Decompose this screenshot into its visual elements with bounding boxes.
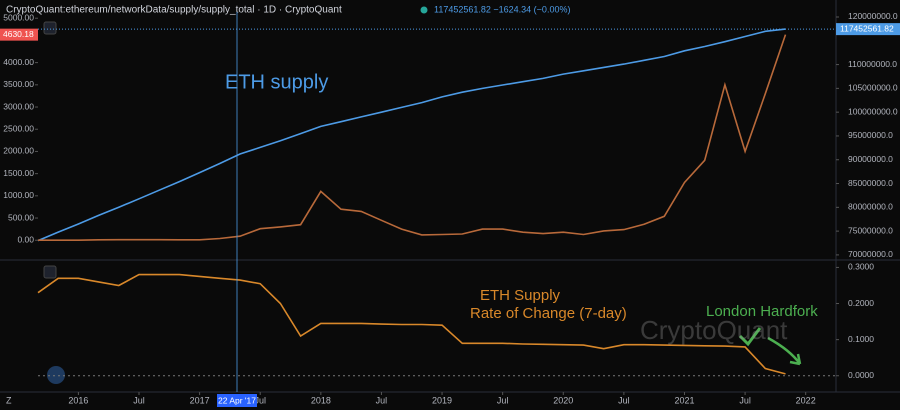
status-dot [420, 6, 428, 14]
y2-tick-label: 80000000.0 [848, 202, 893, 212]
y2-tick-label: 0.2000 [848, 298, 874, 308]
y-tick-label: 3500.00 [3, 79, 34, 89]
series-line [37, 273, 786, 375]
y-tick-label: 2000.00 [3, 146, 34, 156]
y2-tick-label: 70000000.0 [848, 249, 893, 259]
y2-tick-label: 100000000.0 [848, 106, 898, 116]
crosshair-label: 22 Apr '17 [218, 395, 256, 405]
x-tick-label: Jul [739, 395, 751, 405]
zoom-button[interactable]: Z [6, 395, 12, 405]
x-tick-label: 2017 [190, 395, 210, 405]
x-tick-label: 2016 [68, 395, 88, 405]
x-tick-label: Jul [376, 395, 388, 405]
annotation: CryptoQuant [640, 315, 788, 345]
collapse-button[interactable] [43, 265, 57, 279]
collapse-button[interactable] [43, 21, 57, 35]
annotation: London Hardfork [706, 303, 818, 320]
last-value-label: 4630.18 [3, 29, 34, 39]
x-tick-label: 2020 [553, 395, 573, 405]
y2-tick-label: 85000000.0 [848, 178, 893, 188]
series-line [37, 28, 786, 242]
logo-badge [47, 366, 65, 384]
last-value-label: 117452561.82 [840, 23, 894, 33]
y2-tick-label: 0.0000 [848, 370, 874, 380]
crosshair-tag [216, 394, 257, 407]
x-tick-label: 2021 [674, 395, 694, 405]
last-value-tag [0, 28, 38, 41]
x-tick-label: Jul [618, 395, 630, 405]
check-mark [738, 327, 762, 347]
x-tick-label: Jul [497, 395, 509, 405]
y-tick-label: 5000.00 [3, 12, 34, 22]
y-tick-label: 500.00 [8, 212, 34, 222]
annotation: Rate of Change (7-day) [470, 305, 627, 322]
y-tick-label: 0.00 [17, 234, 34, 244]
y2-tick-label: 105000000.0 [848, 83, 898, 93]
last-value-tag [836, 23, 900, 36]
x-tick-label: Jul [254, 395, 266, 405]
x-tick-label: 2019 [432, 395, 452, 405]
x-tick-label: Jul [133, 395, 145, 405]
y2-tick-label: 95000000.0 [848, 130, 893, 140]
y2-tick-label: 110000000.0 [848, 59, 897, 69]
annotation: ETH Supply [480, 287, 561, 304]
series-line [38, 34, 787, 241]
y-tick-label: 1500.00 [3, 168, 34, 178]
legend-value: 117452561.82 −1624.34 (−0.00%) [434, 4, 570, 14]
y2-tick-label: 90000000.0 [848, 154, 893, 164]
y-tick-label: 2500.00 [3, 123, 34, 133]
y-tick-label: 4000.00 [3, 57, 34, 67]
arrow [767, 336, 802, 366]
chart-title: CryptoQuant:ethereum/networkData/supply/… [6, 5, 342, 16]
y2-tick-label: 0.1000 [848, 334, 874, 344]
x-tick-label: 2022 [796, 395, 816, 405]
y2-tick-label: 75000000.0 [848, 225, 893, 235]
y2-tick-label: 0.3000 [848, 262, 874, 272]
series-name: ETH supply [225, 71, 328, 93]
y2-tick-label: 120000000.0 [848, 11, 898, 21]
y-tick-label: 1000.00 [3, 190, 34, 200]
y-tick-label: 3000.00 [3, 101, 34, 111]
x-tick-label: 2018 [311, 395, 331, 405]
